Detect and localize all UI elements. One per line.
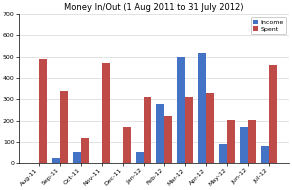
Bar [164,116,172,163]
Bar [102,63,110,163]
Bar [240,127,248,163]
Bar [248,120,256,163]
Bar [60,91,68,163]
Bar [157,104,164,163]
Bar [143,97,152,163]
Bar [52,158,60,163]
Bar [135,151,143,163]
Bar [219,144,227,163]
Bar [73,151,81,163]
Legend: Income, Spent: Income, Spent [251,17,286,34]
Bar [123,127,131,163]
Bar [81,138,89,163]
Bar [177,57,185,163]
Bar [185,97,193,163]
Bar [261,146,269,163]
Title: Money In/Out (1 Aug 2011 to 31 July 2012): Money In/Out (1 Aug 2011 to 31 July 2012… [64,3,244,12]
Bar [206,93,214,163]
Bar [269,65,277,163]
Bar [198,53,206,163]
Bar [227,120,235,163]
Bar [39,59,47,163]
